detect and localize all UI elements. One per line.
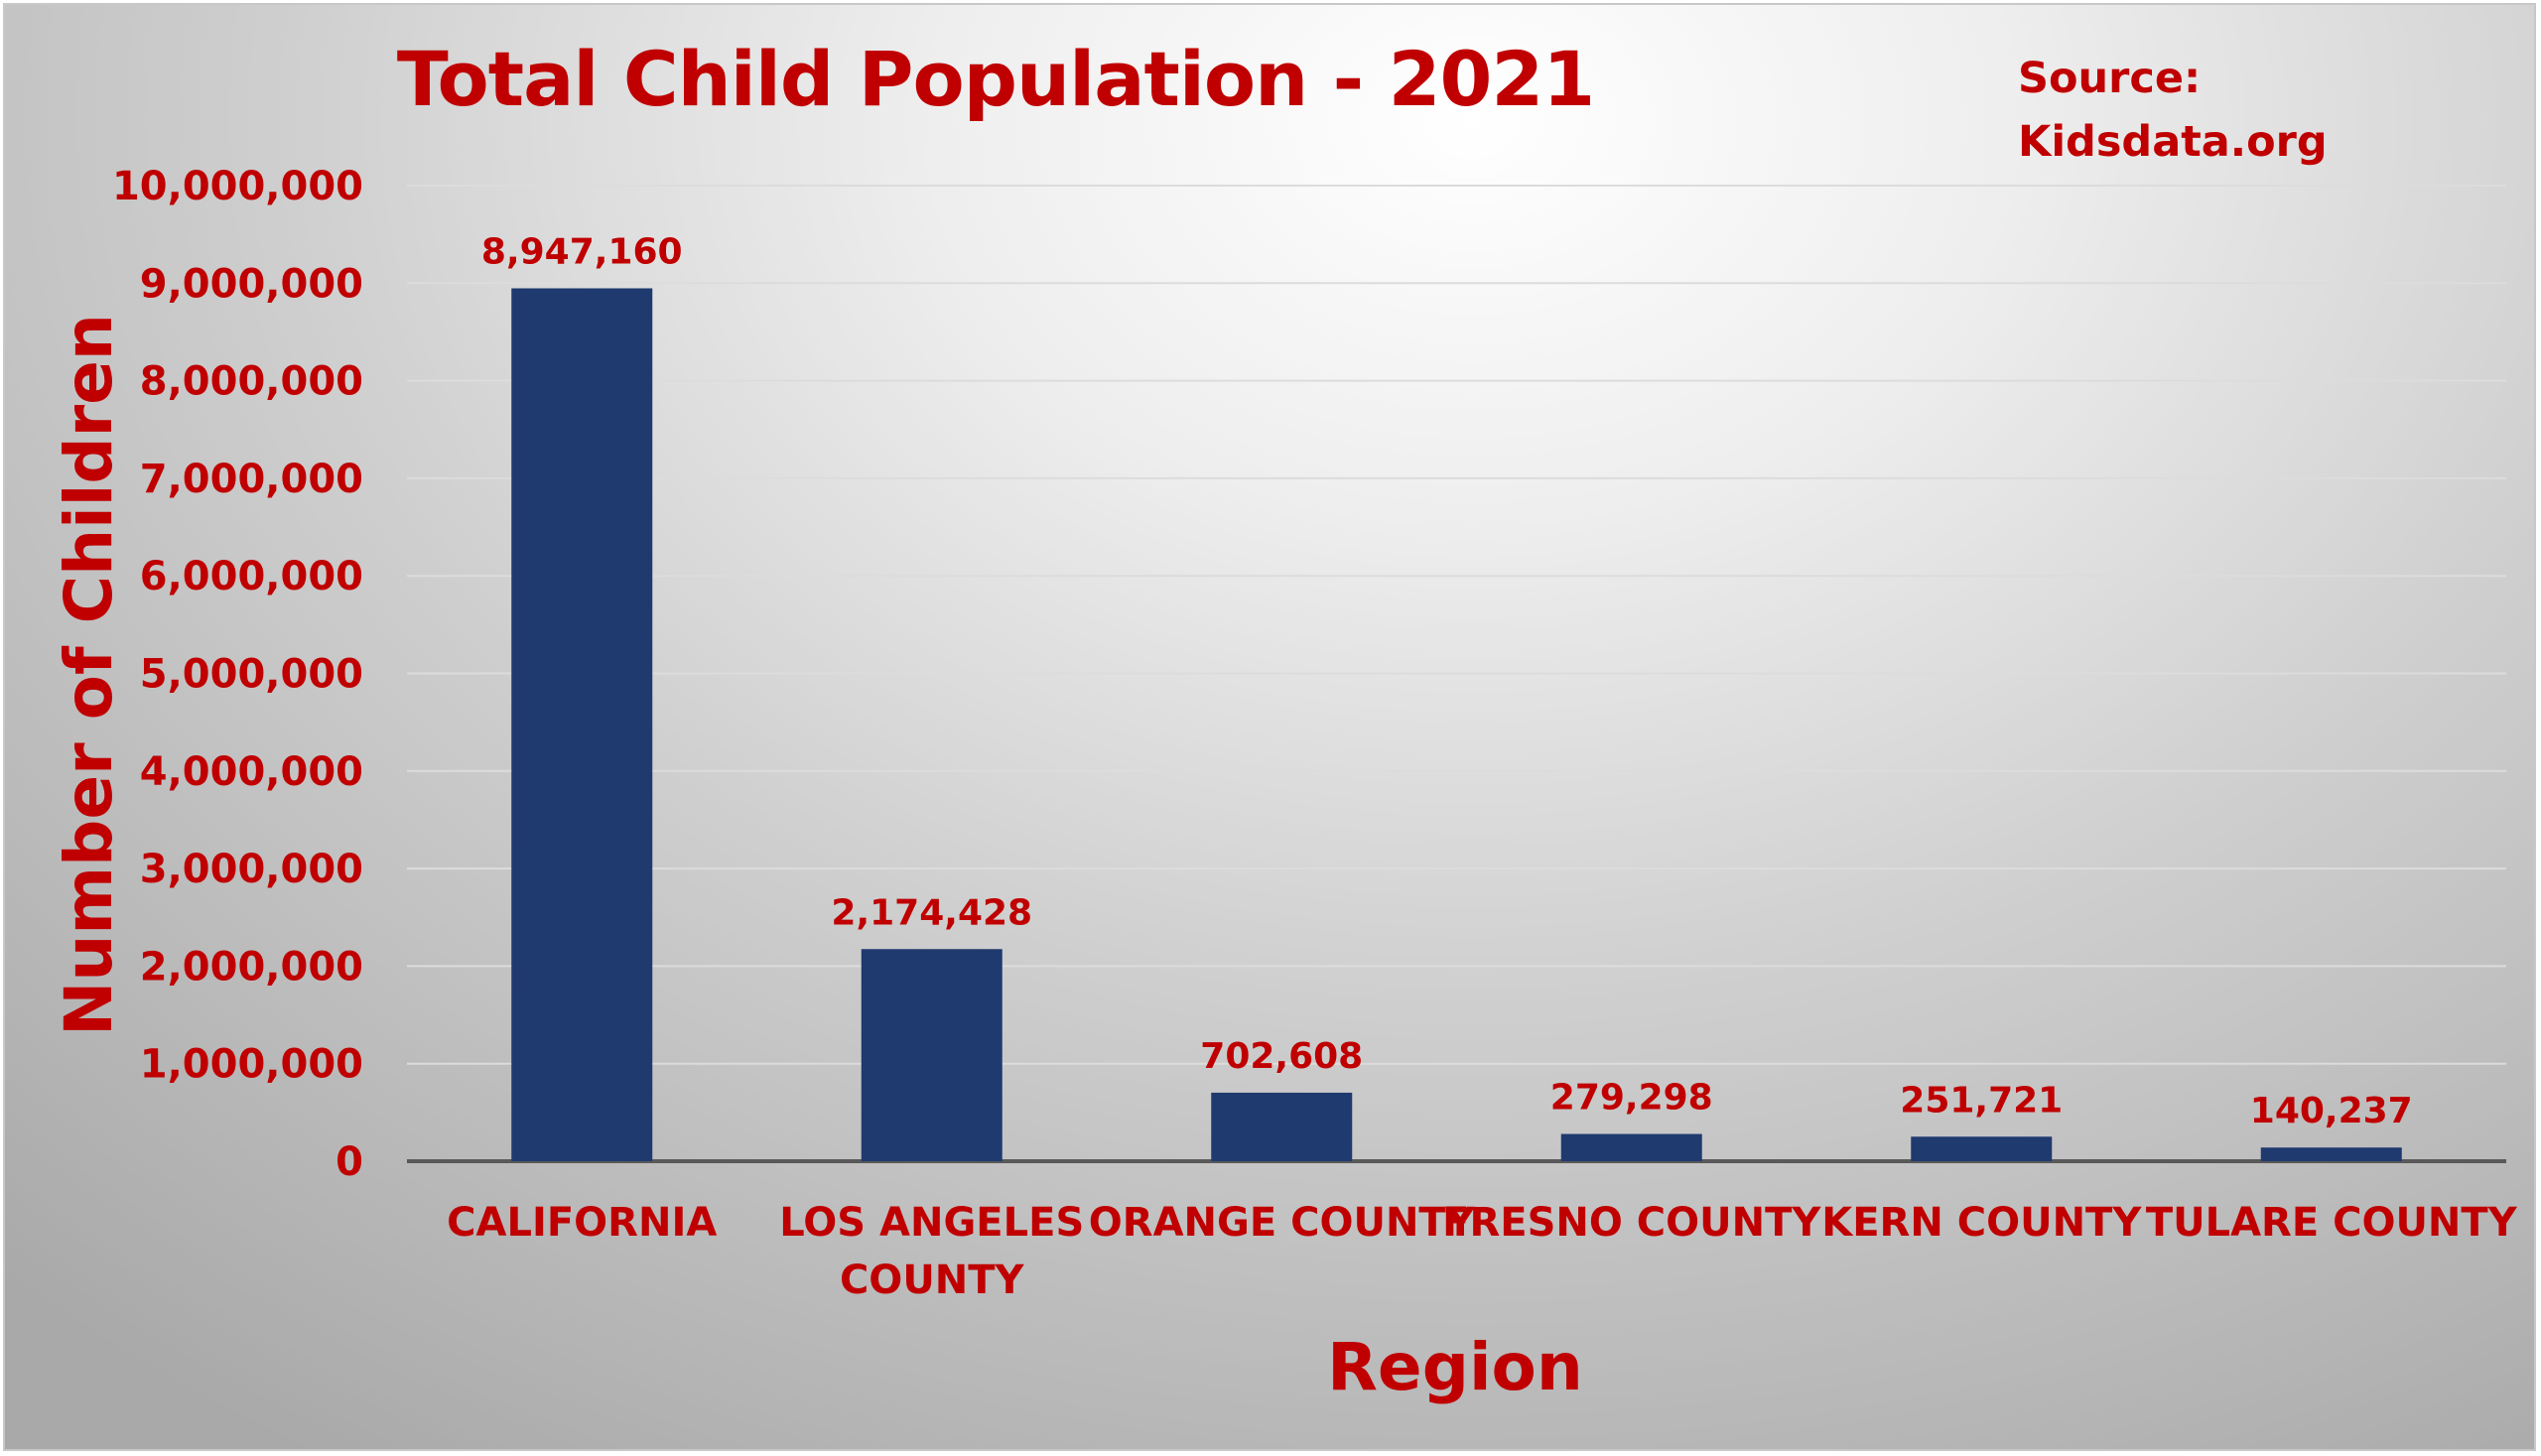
- bar: [1560, 1133, 1702, 1161]
- x-axis-categories: CALIFORNIA LOS ANGELES COUNTY ORANGE COUNTY…: [447, 1200, 2518, 1303]
- y-tick-label: 10,000,000: [112, 164, 363, 209]
- source-label: Source:: [2018, 54, 2202, 103]
- category-label: FRESNO COUNTY: [1442, 1200, 1821, 1246]
- y-tick-label: 0: [335, 1139, 363, 1185]
- category-label-line: CALIFORNIA: [447, 1200, 717, 1246]
- y-tick-label: 3,000,000: [140, 847, 363, 892]
- y-tick-label: 2,000,000: [140, 944, 363, 990]
- y-axis-title: Number of Children: [51, 314, 127, 1036]
- bar: [511, 288, 653, 1162]
- y-tick-label: 1,000,000: [140, 1042, 363, 1088]
- chart-title: Total Child Population - 2021: [396, 35, 1595, 123]
- source-value: Kidsdata.org: [2018, 117, 2328, 167]
- category-label: LOS ANGELES COUNTY: [779, 1200, 1084, 1303]
- chart-frame: Total Child Population - 2021 Source: Ki…: [3, 3, 2536, 1451]
- y-tick-label: 9,000,000: [140, 261, 363, 307]
- bar: [2260, 1147, 2402, 1161]
- x-axis-title: Region: [1327, 1329, 1583, 1405]
- data-label: 2,174,428: [831, 892, 1032, 933]
- category-label-line: FRESNO COUNTY: [1442, 1200, 1821, 1246]
- data-label: 251,721: [1900, 1080, 2063, 1121]
- y-axis-ticks: 0 1,000,000 2,000,000 3,000,000 4,000,000 5,0…: [112, 164, 363, 1185]
- category-label: KERN COUNTY: [1821, 1200, 2142, 1246]
- category-label: CALIFORNIA: [447, 1200, 717, 1246]
- y-tick-label: 7,000,000: [140, 457, 363, 502]
- category-label: ORANGE COUNTY: [1089, 1200, 1476, 1246]
- y-tick-label: 5,000,000: [140, 652, 363, 698]
- bars: [511, 288, 2402, 1162]
- category-label-line: TULARE COUNTY: [2146, 1200, 2518, 1246]
- y-tick-label: 8,000,000: [140, 359, 363, 405]
- data-label: 140,237: [2250, 1091, 2413, 1131]
- data-label: 702,608: [1200, 1036, 1363, 1077]
- gridlines: [407, 185, 2506, 1163]
- bar: [1911, 1136, 2053, 1161]
- y-tick-label: 4,000,000: [140, 749, 363, 795]
- category-label-line: COUNTY: [840, 1257, 1025, 1303]
- bar: [1211, 1092, 1353, 1161]
- category-label-line: KERN COUNTY: [1821, 1200, 2142, 1246]
- data-label: 8,947,160: [481, 231, 683, 272]
- data-labels: 8,947,160 2,174,428 702,608 279,298 251,721 1…: [481, 231, 2413, 1131]
- y-tick-label: 6,000,000: [140, 554, 363, 599]
- bar: [861, 949, 1003, 1161]
- category-label-line: LOS ANGELES: [779, 1200, 1084, 1246]
- category-label: TULARE COUNTY: [2146, 1200, 2518, 1246]
- data-label: 279,298: [1550, 1078, 1713, 1119]
- source-note: Source: Kidsdata.org: [2018, 47, 2328, 174]
- category-label-line: ORANGE COUNTY: [1089, 1200, 1476, 1246]
